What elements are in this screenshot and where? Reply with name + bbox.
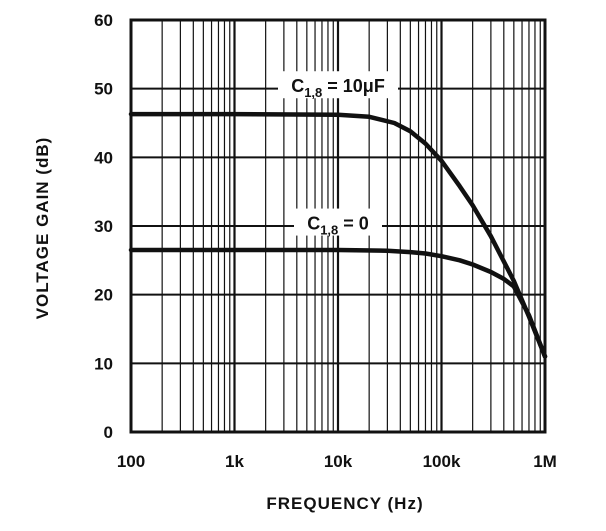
x-tick-label: 1M xyxy=(533,452,557,471)
x-tick-label: 100 xyxy=(117,452,145,471)
series-label-background xyxy=(294,208,382,236)
x-tick-label: 10k xyxy=(324,452,353,471)
y-tick-label: 60 xyxy=(94,11,113,30)
x-tick-label: 100k xyxy=(423,452,461,471)
series-labels: C1,8 = 10μF C1,8 = 0 xyxy=(278,71,398,238)
y-tick-label: 10 xyxy=(94,354,113,373)
y-tick-label: 50 xyxy=(94,80,113,99)
x-tick-label: 1k xyxy=(225,452,244,471)
series-label-2: C1,8 = 0 xyxy=(307,214,369,238)
y-tick-label: 0 xyxy=(104,423,113,442)
curves xyxy=(128,111,548,359)
series-line-2 xyxy=(128,247,548,359)
x-axis-title: FREQUENCY (Hz) xyxy=(266,494,423,513)
y-axis-title: VOLTAGE GAIN (dB) xyxy=(33,137,52,320)
plot-frame xyxy=(129,18,547,434)
y-tick-label: 40 xyxy=(94,148,113,167)
series-label-1: C1,8 = 10μF xyxy=(291,76,385,100)
series-label-background xyxy=(278,71,398,99)
series-line-1 xyxy=(128,111,548,359)
tick-labels: 100 1k 10k 100k 1M 0 10 20 30 40 50 60 xyxy=(94,11,557,471)
y-tick-label: 30 xyxy=(94,217,113,236)
y-tick-label: 20 xyxy=(94,286,113,305)
